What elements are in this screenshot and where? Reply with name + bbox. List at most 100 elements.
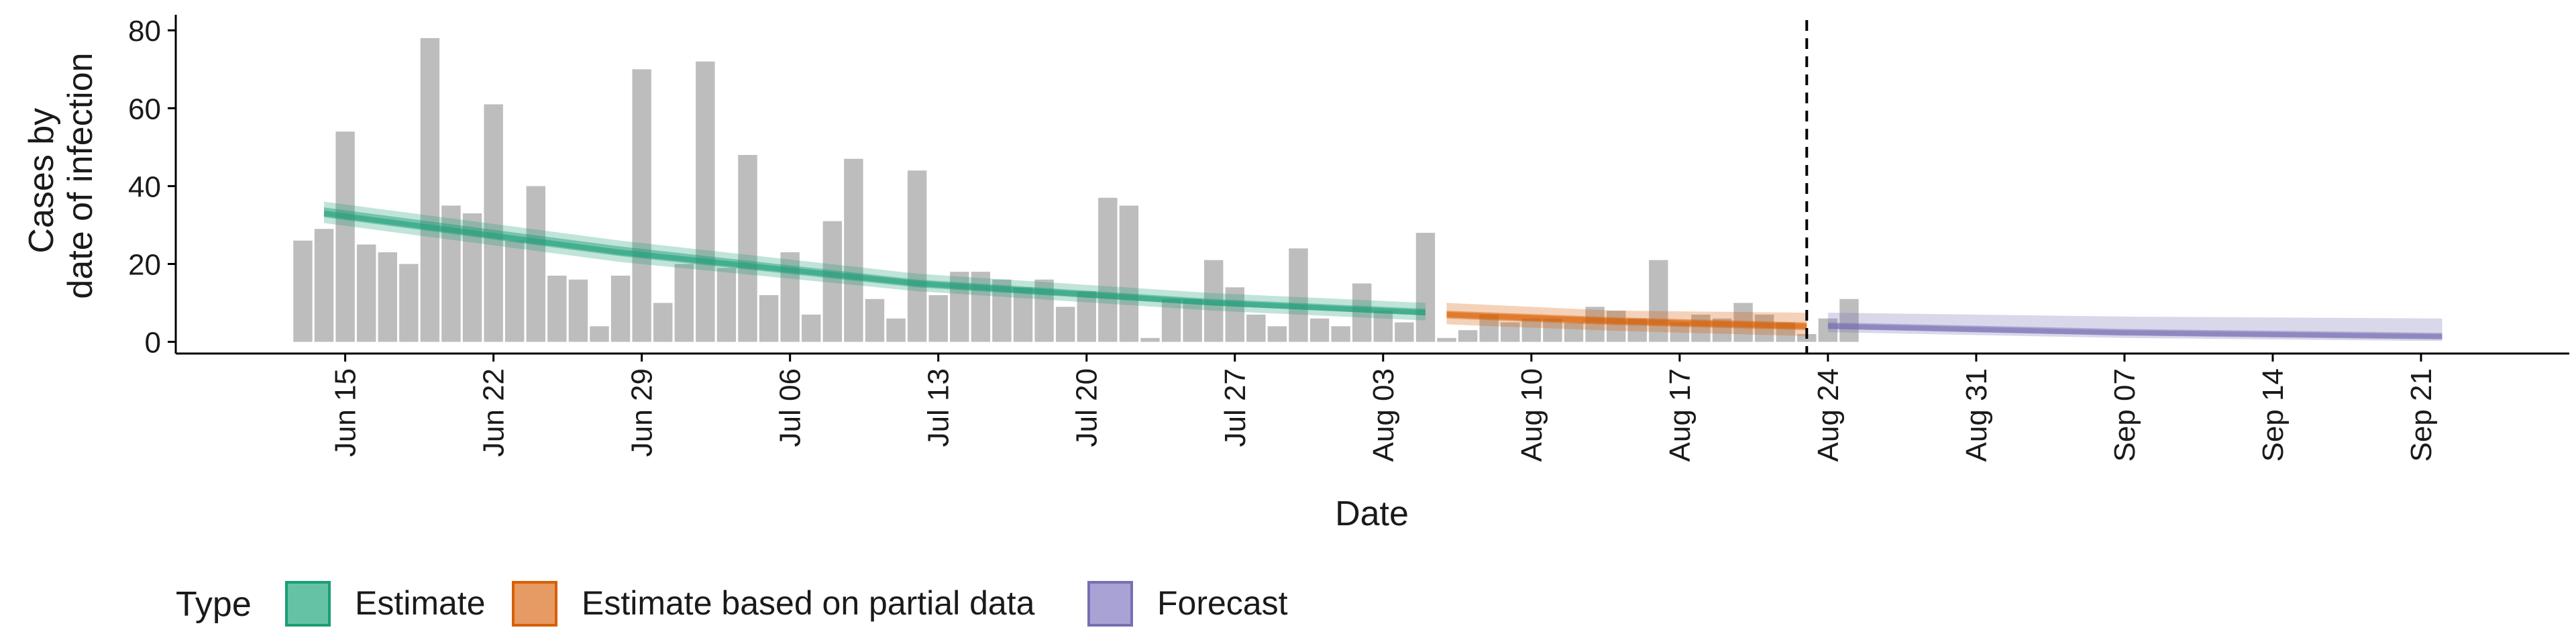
x-tick-label: Jul 06	[774, 368, 807, 447]
case-bar	[1331, 326, 1350, 342]
x-tick-label: Sep 07	[2108, 368, 2141, 462]
x-tick-label: Jul 20	[1071, 368, 1104, 447]
case-bar	[632, 69, 651, 342]
estimate-band-90	[324, 201, 1426, 321]
case-bar	[526, 186, 545, 342]
x-tick-label: Sep 14	[2257, 368, 2290, 462]
x-tick-label: Sep 21	[2405, 368, 2438, 462]
bars-layer	[293, 38, 1859, 342]
case-bar	[653, 303, 673, 342]
x-tick-label: Jun 22	[478, 368, 511, 457]
case-bar	[738, 154, 757, 342]
x-tick-label: Aug 24	[1812, 368, 1845, 462]
case-bar	[1246, 314, 1266, 342]
case-bar	[1839, 299, 1859, 342]
legend-key	[1087, 581, 1133, 627]
case-bar	[1395, 322, 1414, 342]
bands-layer	[323, 201, 2443, 341]
y-tick-label: 0	[145, 327, 161, 360]
case-bar	[971, 272, 991, 342]
case-bar	[844, 158, 863, 342]
legend-key	[512, 581, 557, 627]
case-bar	[1691, 314, 1711, 342]
x-tick-label: Jul 27	[1219, 368, 1252, 447]
estimate-median-line	[323, 211, 1426, 316]
case-bar	[1309, 318, 1330, 342]
case-bar	[1098, 197, 1118, 342]
case-bar	[484, 104, 503, 342]
case-bar	[1077, 291, 1096, 342]
case-bar	[822, 221, 843, 342]
case-bar	[1585, 307, 1605, 342]
case-bar	[928, 294, 948, 342]
x-tick-label: Jul 13	[922, 368, 955, 447]
case-bar	[696, 61, 715, 342]
y-tick-label: 40	[128, 170, 161, 203]
x-tick-label: Aug 03	[1367, 368, 1400, 462]
case-bar	[293, 240, 313, 342]
case-bar	[1754, 314, 1774, 342]
case-bar	[1119, 205, 1139, 342]
y-axis-title: Cases by date of infection	[22, 52, 100, 299]
legend-label: Estimate based on partial data	[582, 584, 1035, 622]
case-bar	[1649, 260, 1668, 342]
case-bar	[802, 314, 821, 342]
case-bar	[1013, 287, 1033, 342]
case-bar	[378, 252, 397, 342]
x-tick-label: Aug 31	[1960, 368, 1993, 462]
case-bar	[335, 131, 355, 342]
x-tick-label: Jun 29	[626, 368, 659, 457]
case-bar	[674, 264, 694, 342]
legend: Type Estimate Estimate based on partial d…	[176, 581, 1288, 627]
case-bar	[1415, 233, 1436, 342]
case-bar	[356, 244, 376, 342]
case-bar	[865, 299, 885, 342]
case-bar	[759, 294, 779, 342]
case-bar	[1225, 287, 1244, 342]
forecast-median-line	[1827, 323, 2443, 339]
case-bar	[1564, 322, 1584, 342]
y-tick-label: 20	[128, 248, 161, 281]
case-bar	[716, 268, 737, 342]
case-bar	[1501, 322, 1520, 342]
y-axis-title-line-1: Cases by	[22, 108, 61, 254]
case-bar	[420, 38, 440, 342]
x-tick-label: Jun 15	[329, 368, 362, 457]
case-bar	[886, 318, 906, 342]
case-bar	[1161, 299, 1181, 342]
y-axis-title-line-2: date of infection	[61, 52, 100, 299]
estimate-based-on-partial-data-median-line	[1446, 312, 1807, 329]
case-bar	[314, 229, 334, 342]
y-tick-label: 60	[128, 93, 161, 125]
x-tick-label: Aug 10	[1515, 368, 1548, 462]
case-bar	[610, 275, 631, 342]
y-tick-label: 80	[128, 15, 161, 48]
case-bar	[1458, 330, 1478, 342]
case-bar	[1183, 299, 1202, 342]
case-bar	[1267, 326, 1287, 342]
estimate-band-50	[324, 207, 1426, 316]
axes-layer: 0 20 40 60 80 Jun 15 Jun 22 Jun 29 Jul 06 Jul 13…	[128, 15, 2569, 462]
case-bar	[1140, 337, 1160, 342]
case-bar	[1437, 337, 1456, 342]
legend-label: Forecast	[1157, 584, 1288, 622]
case-bar	[568, 279, 588, 342]
case-bar	[1373, 311, 1393, 342]
case-bar	[1543, 318, 1562, 342]
case-bar	[1289, 248, 1308, 342]
case-bar	[547, 275, 567, 342]
legend-label: Estimate	[355, 584, 486, 622]
x-ticks: Jun 15 Jun 22 Jun 29 Jul 06 Jul 13 Jul 20 Jul …	[329, 354, 2438, 462]
case-bar	[1818, 318, 1838, 342]
case-bar	[590, 326, 609, 342]
legend-title: Type	[176, 585, 252, 624]
case-bar	[1521, 318, 1542, 342]
x-tick-label: Aug 17	[1664, 368, 1697, 462]
case-bar	[1055, 307, 1075, 342]
case-bar	[399, 264, 419, 342]
case-bar	[907, 170, 927, 342]
y-ticks: 0 20 40 60 80	[128, 15, 176, 360]
legend-key	[285, 581, 331, 627]
case-bar	[504, 240, 525, 342]
